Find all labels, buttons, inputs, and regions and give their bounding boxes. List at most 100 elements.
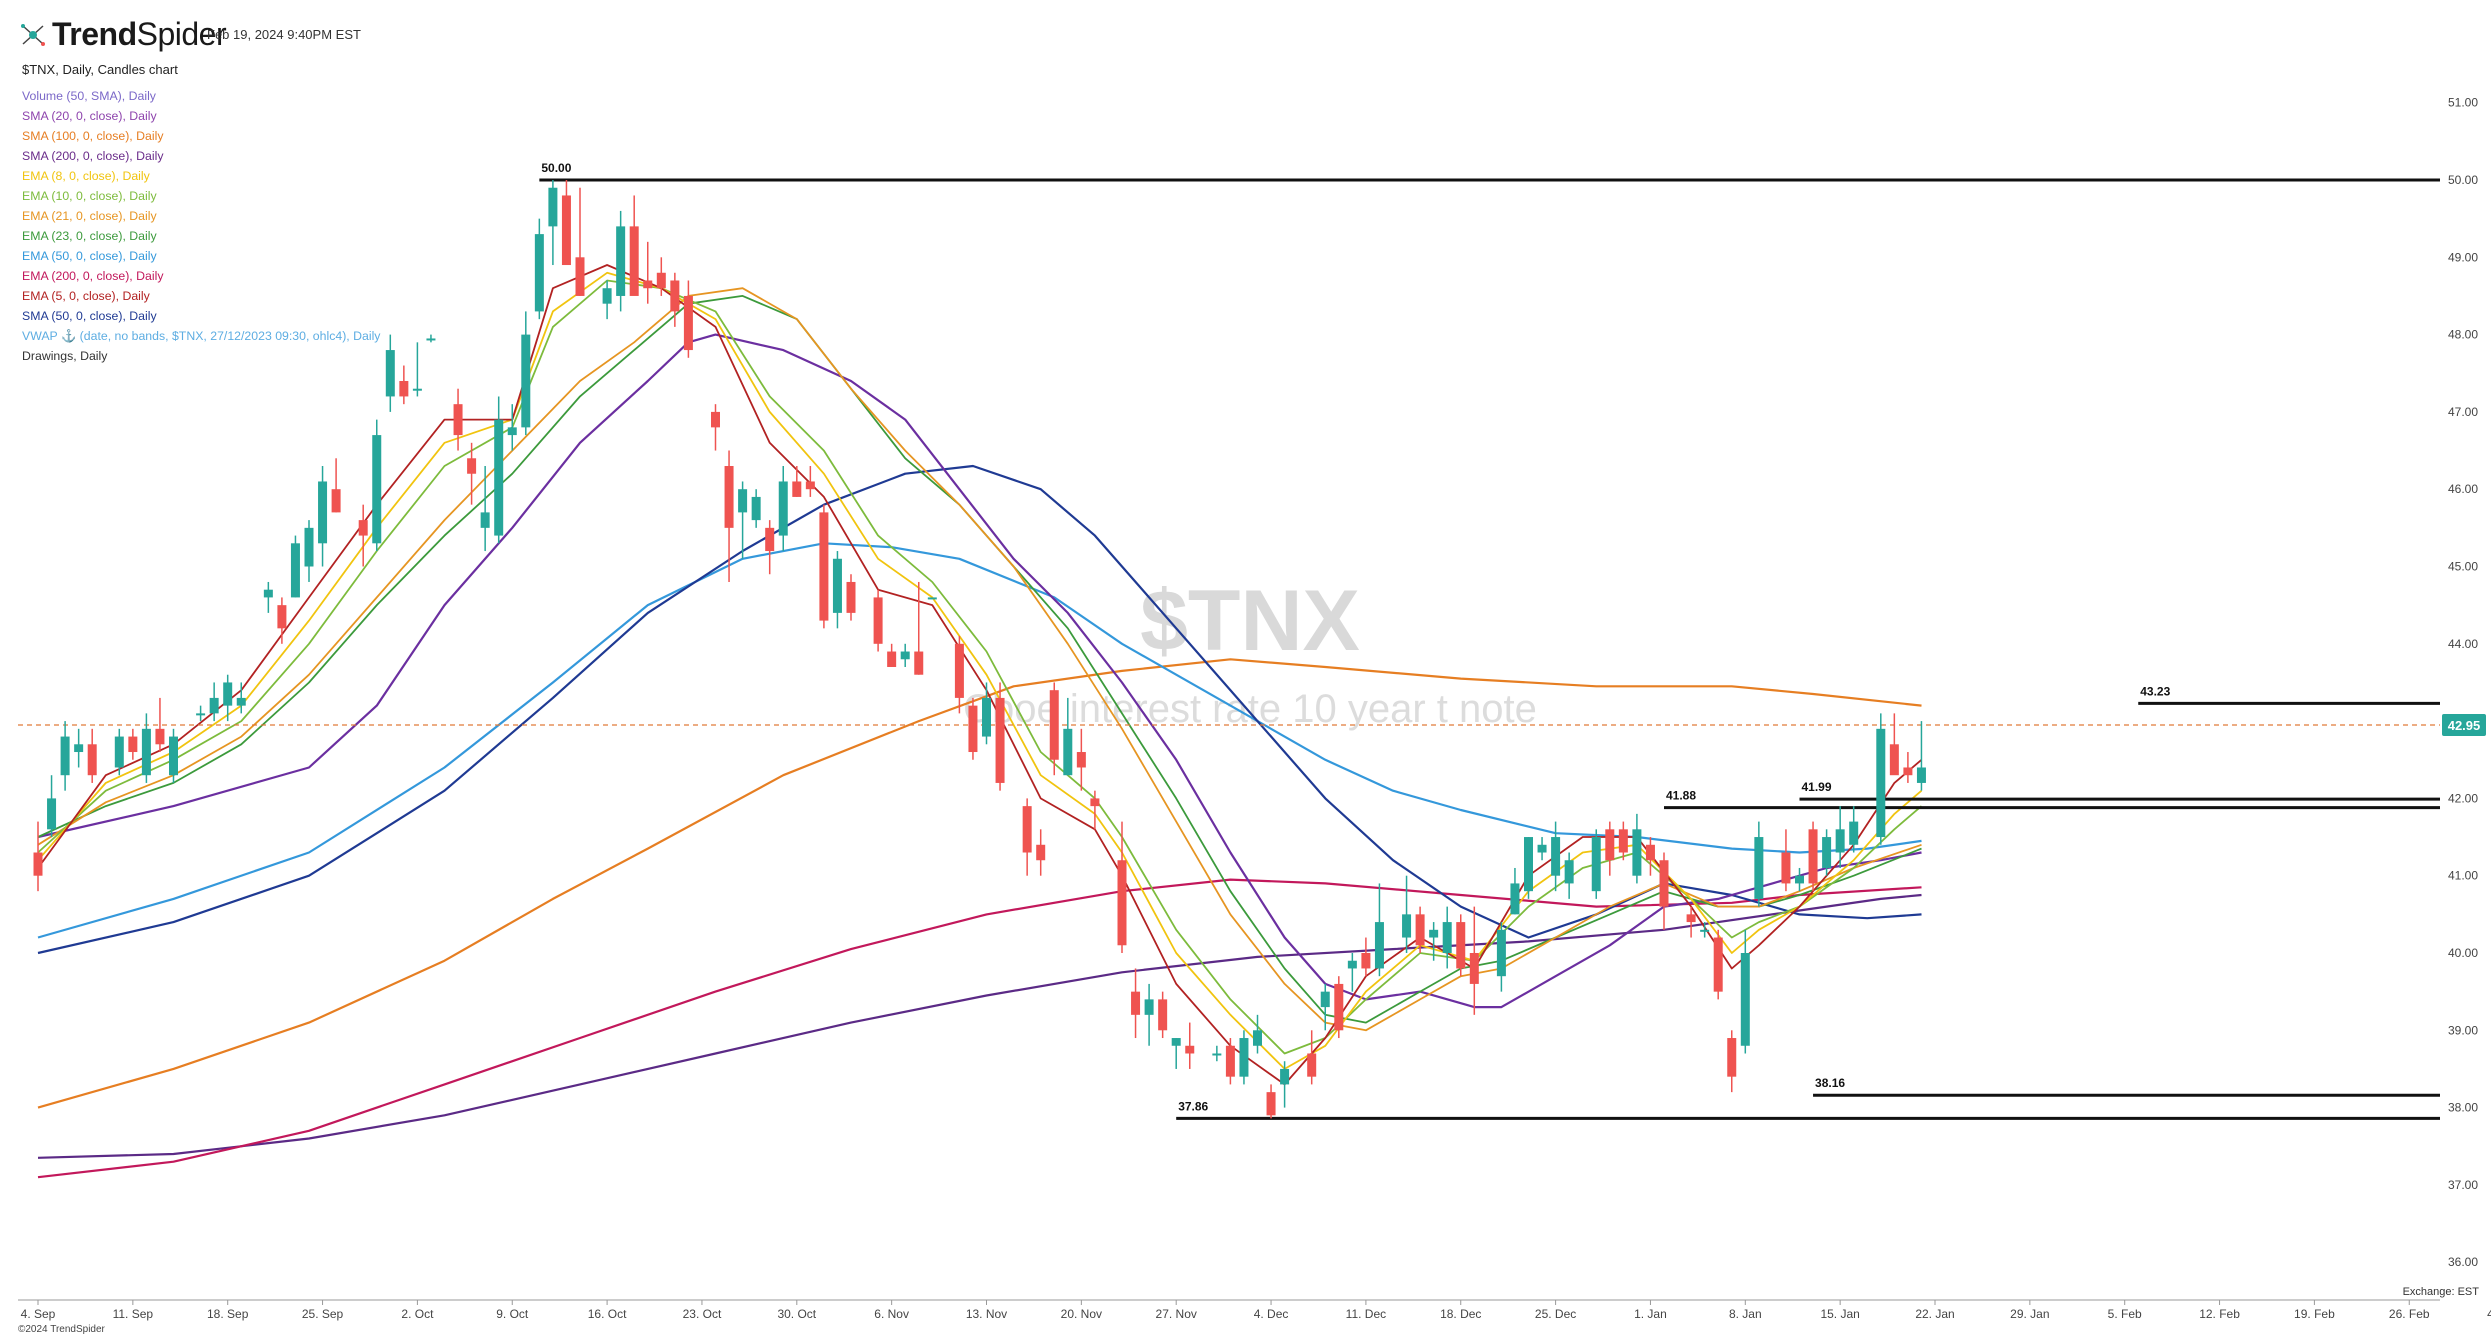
candle-body[interactable] bbox=[236, 697, 246, 706]
candle-body[interactable] bbox=[223, 682, 233, 706]
candle-body[interactable] bbox=[1239, 1038, 1249, 1077]
candle-body[interactable] bbox=[521, 334, 531, 428]
candle-body[interactable] bbox=[1740, 953, 1750, 1046]
candle-body[interactable] bbox=[1618, 829, 1628, 853]
candle-body[interactable] bbox=[1605, 829, 1615, 861]
candle-body[interactable] bbox=[494, 419, 504, 536]
candle-body[interactable] bbox=[1835, 829, 1845, 853]
candle-body[interactable] bbox=[155, 728, 165, 745]
candle-body[interactable] bbox=[683, 295, 693, 351]
candle-body[interactable] bbox=[33, 852, 43, 876]
candle-body[interactable] bbox=[385, 350, 395, 397]
legend-entry[interactable]: Volume (50, SMA), Daily bbox=[22, 89, 156, 103]
candle-body[interactable] bbox=[453, 404, 463, 436]
candle-body[interactable] bbox=[900, 651, 910, 660]
candle-body[interactable] bbox=[1212, 1053, 1222, 1056]
legend-entry[interactable]: SMA (50, 0, close), Daily bbox=[22, 309, 157, 323]
candle-body[interactable] bbox=[290, 543, 300, 598]
candle-body[interactable] bbox=[47, 798, 57, 830]
candle-body[interactable] bbox=[982, 697, 991, 737]
candle-body[interactable] bbox=[1131, 991, 1141, 1015]
candle-body[interactable] bbox=[1564, 860, 1574, 884]
candle-body[interactable] bbox=[507, 427, 517, 436]
candle-body[interactable] bbox=[1402, 914, 1412, 938]
candle-body[interactable] bbox=[1171, 1038, 1181, 1046]
candle-body[interactable] bbox=[467, 458, 477, 474]
candle-body[interactable] bbox=[480, 512, 490, 528]
candle-body[interactable] bbox=[1808, 829, 1818, 884]
candle-body[interactable] bbox=[1659, 860, 1669, 907]
candle-body[interactable] bbox=[1320, 991, 1330, 1008]
legend-entry[interactable]: EMA (5, 0, close), Daily bbox=[22, 289, 150, 303]
candle-body[interactable] bbox=[1876, 728, 1886, 838]
candle-body[interactable] bbox=[1795, 875, 1804, 884]
legend-entry[interactable]: EMA (200, 0, close), Daily bbox=[22, 269, 164, 283]
candle-body[interactable] bbox=[1374, 922, 1384, 969]
candle-body[interactable] bbox=[1022, 806, 1032, 853]
candle-body[interactable] bbox=[873, 597, 883, 644]
candle-body[interactable] bbox=[927, 597, 937, 600]
candle-body[interactable] bbox=[792, 481, 802, 497]
candle-body[interactable] bbox=[1551, 837, 1561, 876]
legend-entry[interactable]: EMA (21, 0, close), Daily bbox=[22, 209, 157, 223]
candle-body[interactable] bbox=[1076, 752, 1086, 768]
candle-body[interactable] bbox=[629, 226, 639, 296]
candle-body[interactable] bbox=[1266, 1092, 1276, 1116]
candle-body[interactable] bbox=[914, 651, 924, 675]
candle-body[interactable] bbox=[74, 744, 84, 753]
candle-body[interactable] bbox=[738, 489, 748, 513]
candle-body[interactable] bbox=[1510, 883, 1520, 915]
candle-body[interactable] bbox=[765, 527, 775, 552]
legend-entry[interactable]: SMA (20, 0, close), Daily bbox=[22, 109, 157, 123]
candle-body[interactable] bbox=[1781, 852, 1791, 884]
candle-body[interactable] bbox=[1849, 821, 1859, 845]
candle-body[interactable] bbox=[805, 481, 815, 490]
candle-body[interactable] bbox=[656, 272, 666, 289]
candle-body[interactable] bbox=[1903, 767, 1913, 776]
candle-body[interactable] bbox=[1537, 844, 1547, 853]
candle-body[interactable] bbox=[1686, 914, 1696, 923]
candle-body[interactable] bbox=[60, 736, 70, 776]
candle-body[interactable] bbox=[1158, 999, 1168, 1031]
candle-body[interactable] bbox=[1429, 929, 1439, 938]
candle-body[interactable] bbox=[209, 697, 219, 714]
candle-body[interactable] bbox=[141, 728, 151, 776]
candle-body[interactable] bbox=[1049, 690, 1059, 760]
legend-entry[interactable]: EMA (8, 0, close), Daily bbox=[22, 169, 150, 183]
candle-body[interactable] bbox=[534, 234, 544, 312]
candle-body[interactable] bbox=[819, 512, 829, 621]
candle-body[interactable] bbox=[575, 257, 585, 296]
candle-body[interactable] bbox=[1916, 767, 1926, 783]
candle-body[interactable] bbox=[87, 744, 97, 776]
candle-body[interactable] bbox=[968, 705, 978, 753]
candle-body[interactable] bbox=[1469, 953, 1479, 984]
candle-body[interactable] bbox=[1700, 929, 1710, 932]
candle-body[interactable] bbox=[954, 643, 964, 698]
candle-body[interactable] bbox=[995, 697, 1005, 783]
candle-body[interactable] bbox=[561, 195, 571, 266]
candle-body[interactable] bbox=[318, 481, 328, 544]
candle-body[interactable] bbox=[1334, 983, 1344, 1031]
legend-entry[interactable]: EMA (50, 0, close), Daily bbox=[22, 249, 157, 263]
candle-body[interactable] bbox=[548, 187, 558, 227]
candle-body[interactable] bbox=[1117, 860, 1127, 946]
legend-entry[interactable]: EMA (10, 0, close), Daily bbox=[22, 189, 157, 203]
candle-body[interactable] bbox=[751, 496, 761, 521]
candle-body[interactable] bbox=[372, 435, 382, 544]
candle-body[interactable] bbox=[846, 581, 856, 613]
candle-body[interactable] bbox=[412, 388, 422, 391]
candle-body[interactable] bbox=[643, 280, 653, 289]
candle-body[interactable] bbox=[1822, 837, 1832, 868]
candle-body[interactable] bbox=[1036, 844, 1046, 861]
candle-body[interactable] bbox=[426, 338, 436, 341]
candle-body[interactable] bbox=[670, 280, 680, 312]
candle-body[interactable] bbox=[358, 520, 368, 536]
candle-body[interactable] bbox=[1307, 1053, 1317, 1077]
candle-body[interactable] bbox=[1645, 844, 1655, 861]
candle-body[interactable] bbox=[1144, 999, 1154, 1015]
candle-body[interactable] bbox=[1442, 922, 1452, 953]
candle-body[interactable] bbox=[263, 589, 273, 598]
candle-body[interactable] bbox=[1727, 1038, 1737, 1077]
candle-body[interactable] bbox=[1496, 929, 1506, 977]
